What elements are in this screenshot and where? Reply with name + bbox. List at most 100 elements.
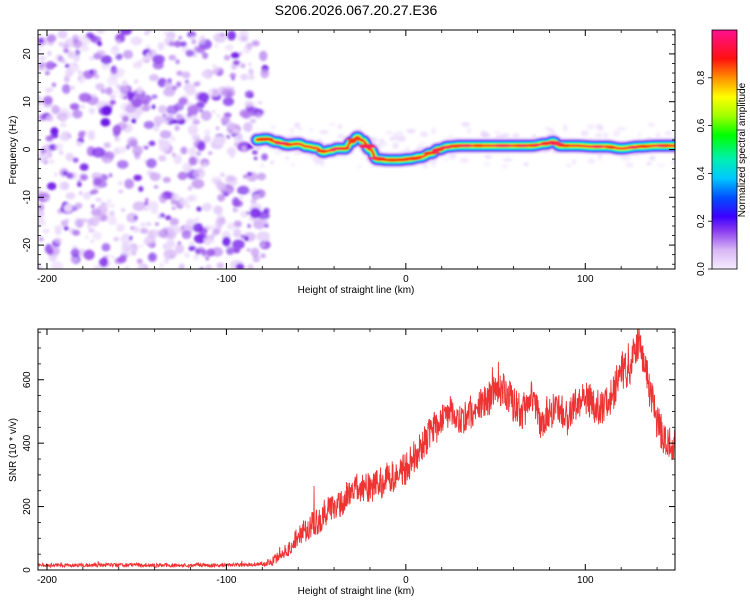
noise-blob (88, 107, 96, 115)
ridge-hotspot (285, 142, 293, 147)
noise-blob (63, 75, 70, 83)
noise-blob (83, 249, 95, 261)
noise-blob (392, 142, 399, 150)
noise-blob (39, 236, 44, 242)
noise-blob (53, 236, 63, 245)
x-tick-label: 100 (577, 575, 594, 586)
noise-blob (222, 236, 231, 247)
noise-blob (124, 178, 135, 190)
noise-blob (74, 202, 83, 209)
noise-blob (216, 262, 225, 269)
noise-blob (144, 59, 150, 64)
noise-blob (72, 109, 83, 119)
noise-blob (149, 172, 161, 182)
noise-blob (143, 201, 149, 206)
noise-blob (125, 104, 135, 113)
noise-blob (131, 118, 137, 124)
noise-blob (225, 121, 236, 130)
noise-blob (38, 114, 47, 121)
noise-blob (261, 153, 269, 161)
y-tick-label: -20 (22, 237, 33, 252)
noise-blob (671, 160, 675, 165)
noise-blob (144, 198, 149, 202)
noise-blob (57, 112, 68, 122)
noise-blob (93, 264, 103, 269)
noise-blob (337, 133, 345, 139)
noise-blob (54, 172, 58, 177)
noise-blob (244, 90, 254, 99)
noise-blob (126, 91, 135, 101)
noise-blob (185, 218, 196, 226)
noise-blob (165, 230, 177, 240)
noise-blob (248, 74, 255, 81)
noise-blob (431, 160, 436, 168)
noise-blob (178, 36, 183, 40)
noise-blob (116, 223, 126, 232)
colorbar-gradient (711, 29, 738, 270)
ridge-hotspot (408, 156, 422, 160)
noise-blob (258, 50, 268, 62)
noise-blob (43, 95, 53, 105)
y-tick-label: 10 (22, 96, 33, 108)
noise-blob (406, 128, 416, 134)
noise-blob (422, 165, 428, 169)
noise-blob (164, 81, 173, 90)
noise-blob (580, 130, 589, 137)
noise-blob (182, 162, 193, 173)
noise-blob (212, 109, 216, 114)
noise-blob (187, 104, 199, 115)
noise-blob (242, 111, 251, 119)
noise-blob (177, 171, 188, 181)
noise-blob (132, 201, 146, 212)
noise-blob (211, 69, 218, 75)
noise-blob (193, 253, 199, 261)
noise-blob (153, 185, 159, 189)
noise-blob (249, 207, 261, 219)
noise-blob (105, 86, 113, 95)
noise-blob (100, 55, 112, 65)
noise-blob (141, 104, 151, 112)
noise-blob (192, 222, 204, 233)
noise-blob (270, 125, 277, 130)
noise-blob (244, 235, 249, 242)
noise-blob (227, 176, 234, 182)
noise-blob (92, 177, 102, 186)
spectrogram-noise-region (38, 30, 675, 269)
snr-y-label: SNR (10 * v/v) (8, 418, 19, 482)
noise-blob (239, 196, 244, 200)
noise-blob (38, 263, 43, 269)
snr-x-axis: -200 -100 0 100 (37, 329, 658, 586)
noise-blob (223, 112, 232, 118)
noise-blob (248, 62, 252, 66)
noise-blob (197, 92, 210, 102)
noise-blob (244, 100, 253, 108)
noise-blob (38, 106, 43, 112)
noise-blob (83, 191, 91, 200)
noise-blob (129, 235, 133, 239)
noise-blob (625, 161, 634, 169)
noise-blob (168, 54, 177, 61)
noise-blob (165, 215, 172, 221)
colorbar-tick-label: 0.0 (696, 262, 707, 276)
noise-blob (186, 195, 196, 203)
noise-blob (215, 219, 223, 229)
noise-blob (47, 248, 54, 256)
noise-blob (78, 70, 82, 74)
noise-blob (49, 159, 55, 164)
noise-blob (206, 248, 216, 257)
noise-blob (202, 162, 208, 167)
noise-blob (246, 248, 251, 252)
noise-blob (209, 225, 215, 231)
noise-blob (132, 61, 143, 69)
noise-blob (205, 255, 210, 261)
noise-blob (230, 52, 240, 59)
spectrogram-y-axis: -20 -10 0 10 20 (22, 34, 675, 265)
noise-blob (119, 30, 132, 36)
ridge-hotspot (661, 144, 673, 148)
noise-blob (252, 187, 258, 192)
noise-blob (313, 160, 323, 165)
noise-blob (85, 235, 89, 240)
noise-blob (61, 83, 71, 94)
ridge-hotspot (635, 144, 650, 149)
noise-blob (104, 151, 115, 160)
